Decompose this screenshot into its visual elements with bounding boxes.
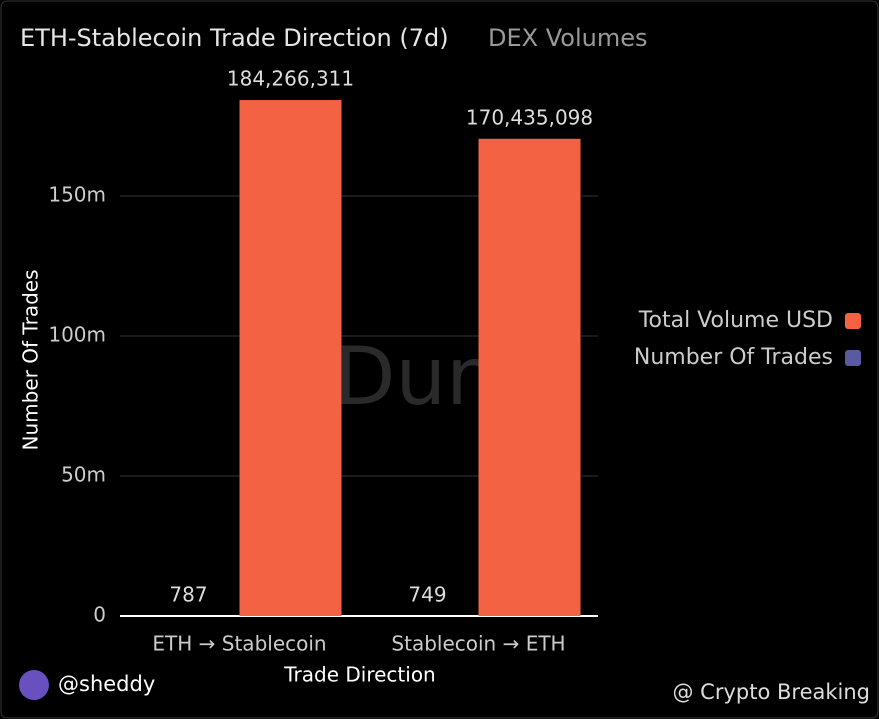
chart-subtitle: DEX Volumes — [488, 24, 647, 52]
value-label: 184,266,311 — [227, 67, 354, 91]
legend-label: Total Volume USD — [638, 308, 833, 333]
x-axis-label: Trade Direction — [283, 663, 435, 687]
legend-swatch — [845, 313, 861, 329]
chart-title: ETH-Stablecoin Trade Direction (7d) — [20, 24, 449, 52]
bar — [478, 138, 581, 616]
credit: @ Crypto Breaking — [673, 680, 871, 704]
avatar — [19, 670, 49, 700]
x-tick-label: ETH → Stablecoin — [152, 632, 326, 656]
legend-swatch — [845, 350, 861, 366]
y-tick-label: 100m — [48, 323, 106, 347]
y-tick-label: 150m — [48, 183, 106, 207]
y-tick-label: 0 — [93, 603, 106, 627]
legend-label: Number Of Trades — [634, 345, 833, 370]
bar — [239, 100, 342, 617]
y-tick-label: 50m — [61, 463, 106, 487]
value-label: 170,435,098 — [466, 105, 593, 129]
author: @sheddy — [58, 672, 155, 696]
value-label: 749 — [408, 582, 446, 606]
y-axis-label: Number Of Trades — [19, 269, 43, 450]
value-label: 787 — [169, 582, 207, 606]
x-tick-label: Stablecoin → ETH — [391, 632, 565, 656]
